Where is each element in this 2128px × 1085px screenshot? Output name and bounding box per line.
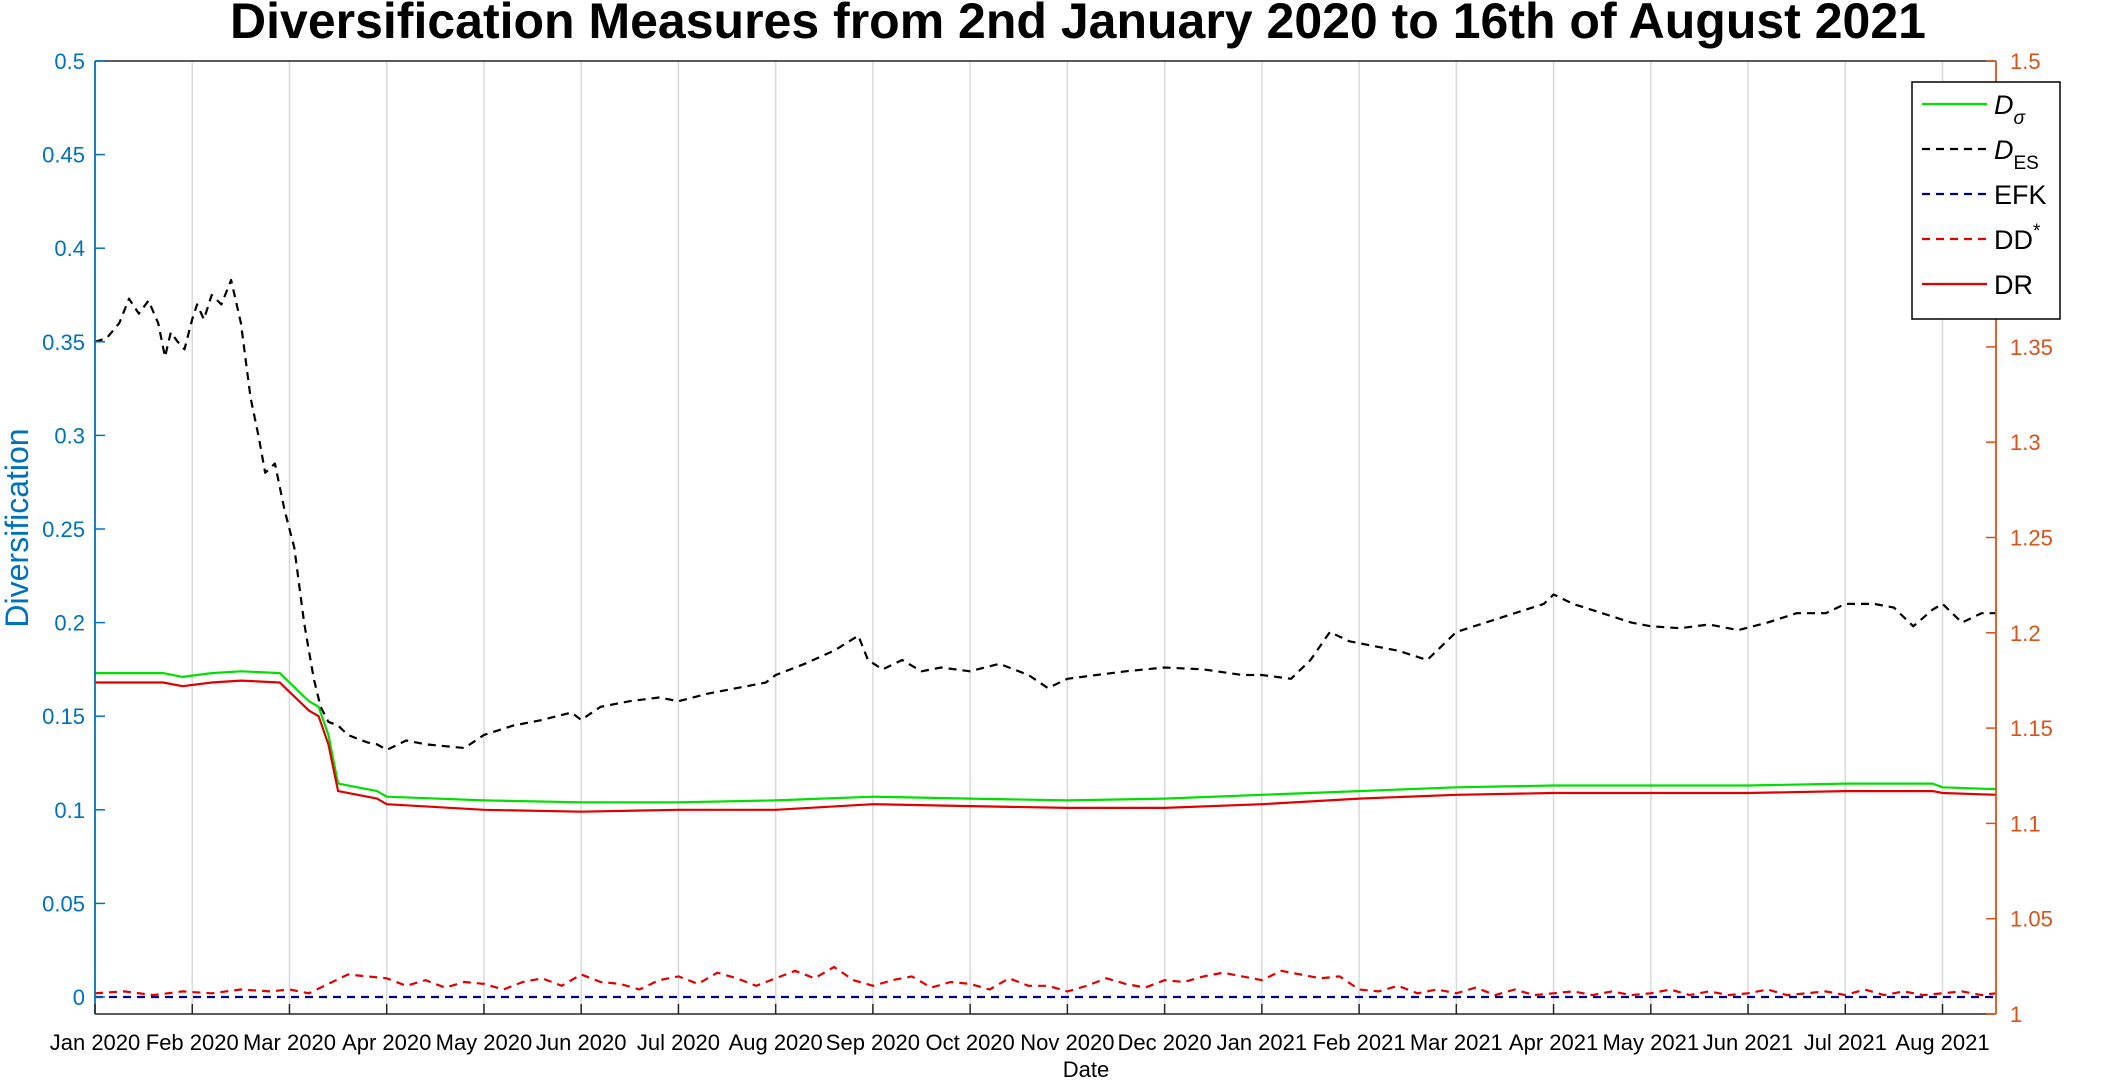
y-tick-right-label: 1.25 — [2010, 526, 2053, 551]
y-tick-left-label: 0.35 — [42, 330, 85, 355]
y-tick-left-label: 0.15 — [42, 704, 85, 729]
y-tick-right-label: 1.2 — [2010, 621, 2041, 646]
y-tick-left-label: 0.45 — [42, 143, 85, 168]
series-line-dd_star — [94, 965, 1997, 997]
y-tick-right-label: 1.05 — [2010, 907, 2053, 932]
x-tick-label: Feb 2020 — [146, 1030, 239, 1055]
legend-label-main: DD — [1994, 225, 2033, 255]
x-tick-label: Aug 2021 — [1895, 1030, 1989, 1055]
legend-label: EFK — [1994, 180, 2047, 210]
series-line-d_sigma — [95, 670, 1997, 804]
legend-label-main: DR — [1994, 270, 2033, 300]
legend-label-sub: ES — [2014, 153, 2039, 174]
y-tick-right-label: 1.35 — [2010, 335, 2053, 360]
chart-title: Diversification Measures from 2nd Januar… — [230, 0, 1926, 49]
x-tick-label: Jan 2021 — [1217, 1030, 1308, 1055]
x-tick-label: Nov 2020 — [1020, 1030, 1114, 1055]
x-tick-label: May 2020 — [436, 1030, 533, 1055]
legend-label-sup: * — [2033, 221, 2041, 242]
x-tick-label: Aug 2020 — [729, 1030, 823, 1055]
y-tick-left-label: 0.25 — [42, 517, 85, 542]
x-tick-label: Mar 2020 — [243, 1030, 336, 1055]
y-tick-left-label: 0.5 — [54, 49, 85, 74]
legend-label: DR — [1994, 270, 2033, 300]
x-tick-label: Jun 2021 — [1703, 1030, 1794, 1055]
grid-layer — [191, 61, 1944, 1014]
series-line-d_es — [94, 278, 1996, 752]
x-tick-label: Jun 2020 — [536, 1030, 627, 1055]
y-tick-right-label: 1.15 — [2010, 716, 2053, 741]
x-axis-label: Date — [1063, 1057, 1109, 1080]
legend-label: Dσ — [1994, 90, 2027, 129]
series-layer — [94, 278, 1997, 999]
y-tick-right-label: 1.5 — [2010, 49, 2041, 74]
legend-box — [1911, 81, 2061, 320]
x-tick-label: Jan 2020 — [50, 1030, 141, 1055]
legend-label: DES — [1994, 135, 2039, 174]
legend-label-sub: σ — [2014, 108, 2027, 129]
x-tick-label: Mar 2021 — [1410, 1030, 1503, 1055]
legend-label-main: D — [1994, 135, 2014, 165]
x-tick-label: Dec 2020 — [1118, 1030, 1212, 1055]
x-tick-label: Apr 2020 — [342, 1030, 431, 1055]
y-axis-label-left: Diversification — [0, 428, 35, 627]
y-tick-right-label: 1.3 — [2010, 430, 2041, 455]
legend-label-main: EFK — [1994, 180, 2047, 210]
y-tick-right-label: 1 — [2010, 1002, 2022, 1027]
legend-label: DD* — [1994, 221, 2041, 255]
x-tick-label: Apr 2021 — [1509, 1030, 1598, 1055]
x-tick-label: May 2021 — [1602, 1030, 1699, 1055]
y-tick-left-label: 0.2 — [54, 611, 85, 636]
x-tick-label: Sep 2020 — [826, 1030, 920, 1055]
axes-layer: 0 0.05 0.1 0.15 0.2 0.25 0.3 0.35 0.4 0.45 0.5 1 1.0… — [42, 49, 2053, 1055]
x-tick-label: Jul 2020 — [637, 1030, 720, 1055]
series-line-dr — [95, 679, 1997, 813]
y-tick-left-label: 0.3 — [54, 423, 85, 448]
y-tick-left-label: 0.1 — [54, 798, 85, 823]
x-tick-label: Oct 2020 — [926, 1030, 1015, 1055]
x-tick-label: Jul 2021 — [1804, 1030, 1887, 1055]
y-tick-left-label: 0 — [73, 985, 85, 1010]
legend-label-main: D — [1994, 90, 2014, 120]
x-tick-label: Feb 2021 — [1313, 1030, 1406, 1055]
y-tick-left-label: 0.05 — [42, 891, 85, 916]
y-tick-right-label: 1.1 — [2010, 811, 2041, 836]
y-tick-left-label: 0.4 — [54, 236, 85, 261]
